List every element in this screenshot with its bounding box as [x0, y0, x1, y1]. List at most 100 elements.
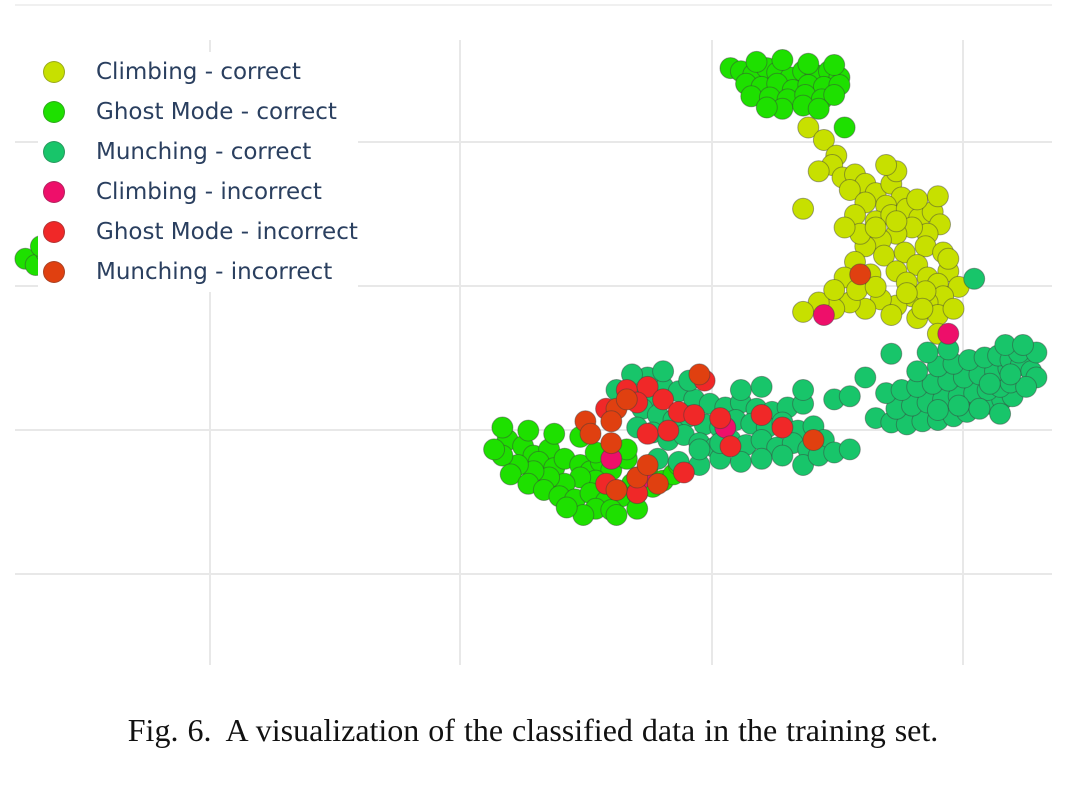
data-point	[771, 444, 794, 467]
data-point	[729, 450, 752, 473]
data-point	[797, 116, 820, 139]
data-point	[792, 379, 815, 401]
legend-swatch	[43, 141, 65, 163]
legend-swatch	[43, 181, 65, 203]
data-point	[926, 185, 949, 208]
data-point	[600, 410, 623, 433]
data-point	[906, 188, 929, 211]
data-point	[755, 96, 778, 119]
data-point	[499, 463, 522, 486]
data-point	[823, 279, 846, 301]
data-point	[750, 375, 773, 398]
legend-item[interactable]: Climbing - incorrect	[38, 172, 358, 212]
data-point	[636, 422, 659, 445]
legend-label: Munching - incorrect	[96, 259, 333, 285]
data-point	[771, 416, 794, 439]
data-point	[963, 267, 986, 290]
data-point	[646, 472, 669, 495]
data-point	[854, 366, 877, 389]
data-point	[807, 97, 830, 120]
legend-swatch	[43, 221, 65, 243]
data-point	[968, 397, 991, 420]
data-point	[683, 404, 706, 426]
data-point	[937, 247, 960, 270]
legend-item[interactable]: Climbing - correct	[38, 52, 358, 92]
data-point	[1015, 375, 1038, 398]
legend-swatch	[43, 61, 65, 83]
legend-label: Climbing - correct	[96, 59, 301, 85]
data-point	[833, 216, 856, 239]
data-point	[823, 54, 846, 76]
data-point	[807, 160, 830, 183]
data-point	[838, 438, 861, 461]
data-point	[838, 385, 861, 408]
legend-label: Ghost Mode - correct	[96, 99, 337, 125]
figure-caption: Fig. 6. A visualization of the classified…	[0, 712, 1066, 749]
data-point	[875, 154, 898, 176]
data-point	[864, 275, 887, 298]
data-point	[906, 360, 929, 383]
data-point	[750, 447, 773, 470]
data-point	[880, 304, 903, 326]
legend-label: Ghost Mode - incorrect	[96, 219, 358, 245]
legend-item[interactable]: Ghost Mode - correct	[38, 92, 358, 132]
data-point	[812, 129, 835, 151]
legend-swatch	[43, 101, 65, 123]
legend-label: Munching - correct	[96, 139, 312, 165]
data-point	[1012, 334, 1034, 356]
data-point	[771, 49, 794, 71]
data-point	[652, 360, 675, 383]
data-point	[989, 402, 1012, 425]
data-point	[999, 363, 1022, 386]
data-point	[885, 210, 908, 233]
data-point	[605, 504, 628, 526]
data-point	[750, 404, 773, 426]
data-point	[823, 84, 846, 106]
data-point	[709, 407, 732, 430]
data-point	[491, 416, 514, 439]
data-point	[911, 297, 934, 320]
data-point	[797, 52, 820, 75]
data-point	[688, 363, 711, 386]
caption-figure-number: Fig. 6.	[127, 712, 212, 748]
data-point	[792, 300, 815, 323]
data-point	[483, 438, 506, 461]
data-point	[812, 304, 835, 326]
data-point	[864, 216, 887, 239]
legend[interactable]: Climbing - correct Ghost Mode - correct Mu…	[38, 52, 358, 292]
legend-swatch	[43, 261, 65, 283]
data-point	[600, 432, 623, 455]
data-point	[636, 375, 659, 398]
data-point	[605, 479, 628, 501]
data-point	[652, 388, 675, 411]
data-point	[672, 461, 695, 484]
data-point	[873, 244, 895, 267]
data-point	[688, 438, 711, 461]
data-point	[517, 419, 540, 442]
data-point	[579, 422, 602, 445]
caption-text: A visualization of the classified data i…	[225, 712, 939, 748]
data-point	[792, 197, 815, 220]
data-point	[978, 372, 1001, 395]
data-point	[729, 379, 752, 401]
data-point	[838, 179, 861, 201]
legend-item[interactable]: Munching - incorrect	[38, 252, 358, 292]
data-point	[926, 399, 949, 421]
data-point	[615, 388, 638, 411]
data-point	[802, 429, 825, 451]
data-point	[719, 435, 742, 458]
data-point	[555, 496, 578, 519]
data-point	[745, 50, 768, 73]
legend-label: Climbing - incorrect	[96, 179, 322, 205]
legend-item[interactable]: Munching - correct	[38, 132, 358, 172]
data-point	[657, 419, 680, 442]
data-point	[833, 116, 856, 139]
data-point	[937, 322, 960, 345]
legend-item[interactable]: Ghost Mode - incorrect	[38, 212, 358, 252]
data-point	[916, 341, 939, 364]
data-point	[942, 297, 965, 320]
data-point	[543, 422, 566, 445]
data-point	[947, 394, 970, 417]
series-munching-incorrect	[574, 263, 872, 501]
